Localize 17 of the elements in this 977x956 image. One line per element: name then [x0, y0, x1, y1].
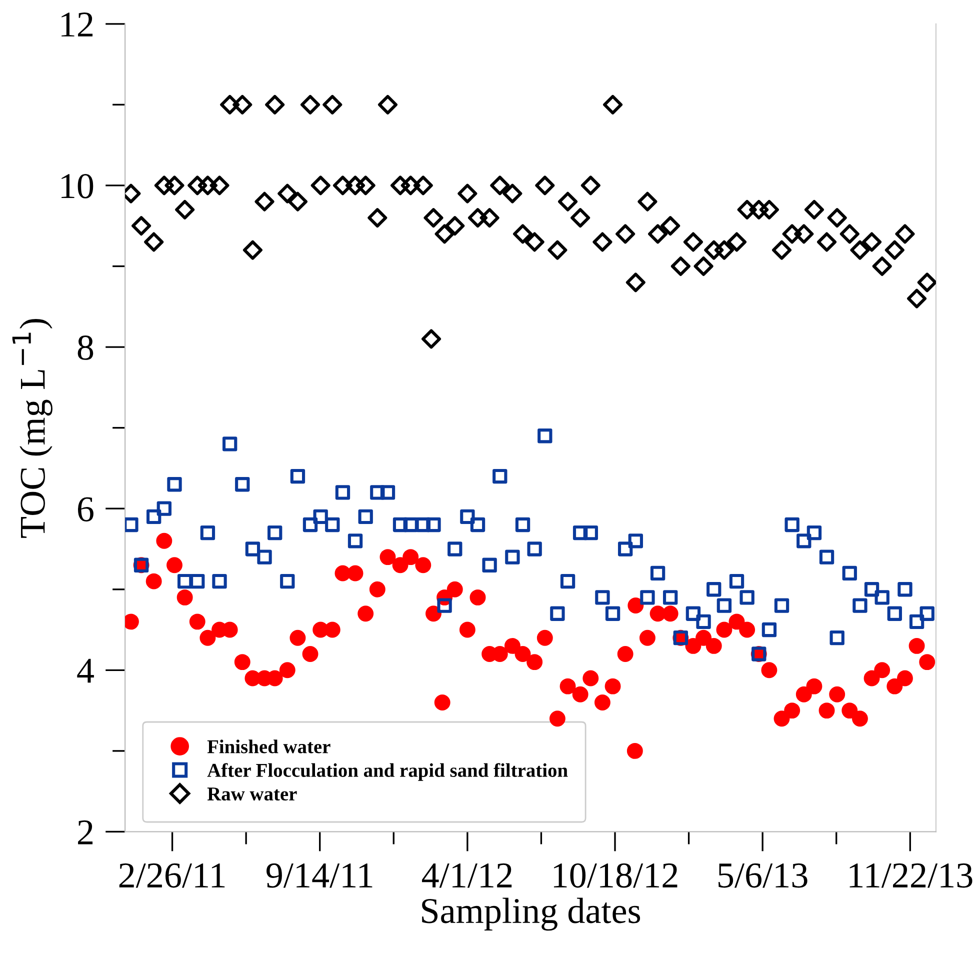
- x-tick-label: 9/14/11: [266, 863, 372, 888]
- y-tick-label: 10: [62, 174, 94, 198]
- x-tick-label: 5/6/13: [718, 863, 808, 888]
- x-axis-title: Sampling dates: [422, 898, 640, 931]
- y-tick-label: 2: [78, 820, 93, 844]
- x-tick-label: 11/22/13: [850, 863, 972, 888]
- y-tick-label: 12: [62, 12, 93, 36]
- legend-label: After Flocculation and rapid sand filtration: [207, 763, 568, 781]
- y-tick-label: 6: [78, 497, 94, 522]
- legend-label: Raw water: [207, 788, 297, 801]
- y-axis-title: TOC (mg L$^{−1}$): [12, 318, 52, 538]
- y-tick-label: 4: [77, 658, 94, 683]
- x-tick-label: 10/18/12: [554, 863, 678, 888]
- legend-label: Finished water: [207, 740, 330, 754]
- x-tick-label: 2/26/11: [119, 863, 225, 888]
- x-tick-label: 4/1/12: [422, 863, 512, 888]
- y-tick-label: 8: [78, 336, 94, 360]
